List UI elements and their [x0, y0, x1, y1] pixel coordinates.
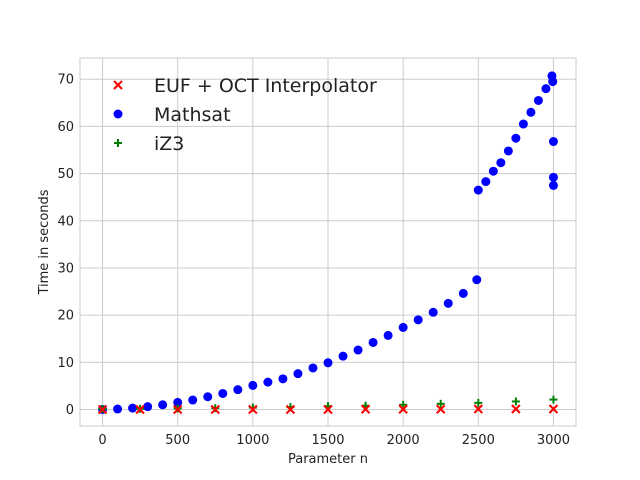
x-tick-label: 1500 [311, 433, 344, 448]
data-point [443, 298, 453, 308]
data-point [473, 404, 484, 414]
data-point [263, 377, 273, 387]
tick-labels: 0 500 1000 1500 2000 2500 3000 0 10 20 30 40 50 60 70 [57, 73, 570, 448]
data-point [173, 397, 183, 407]
data-point [308, 363, 318, 373]
data-point [338, 351, 348, 361]
data-point [474, 398, 483, 407]
data-point [210, 404, 220, 415]
x-axis-label: Parameter n [288, 452, 368, 467]
y-tick-label: 60 [57, 120, 74, 135]
data-point [533, 95, 543, 105]
data-point [458, 288, 468, 298]
data-point [398, 322, 408, 332]
data-point [248, 404, 258, 415]
legend-marker [113, 80, 123, 90]
y-axis-label: Time in seconds [37, 189, 52, 295]
y-tick-label: 20 [57, 309, 74, 324]
x-tick-label: 500 [165, 433, 190, 448]
data-point [293, 369, 303, 379]
x-tick-label: 2500 [462, 433, 495, 448]
data-point [285, 404, 296, 415]
data-point [323, 358, 333, 368]
data-point [496, 158, 506, 168]
data-point [511, 404, 521, 414]
data-point [278, 374, 288, 384]
data-point [511, 133, 521, 143]
data-point [398, 404, 408, 414]
data-point [233, 385, 243, 395]
data-point [473, 185, 483, 195]
data-point [158, 400, 168, 410]
data-point [488, 166, 498, 176]
data-point [472, 275, 482, 285]
x-tick-label: 3000 [537, 433, 570, 448]
data-point [399, 400, 408, 409]
legend-marker [114, 139, 122, 147]
x-tick-label: 1000 [236, 433, 269, 448]
y-tick-label: 10 [57, 356, 74, 371]
data-point [526, 107, 536, 117]
data-point [97, 404, 108, 415]
x-tick-label: 0 [98, 433, 106, 448]
data-series [97, 71, 559, 415]
y-tick-label: 30 [57, 261, 74, 276]
data-point [548, 172, 558, 182]
data-point [428, 307, 438, 317]
legend-label: iZ3 [154, 133, 184, 155]
y-tick-label: 0 [66, 403, 74, 418]
data-point [436, 399, 445, 408]
data-point [541, 84, 551, 94]
data-point [548, 180, 558, 190]
x-tick-label: 2000 [387, 433, 420, 448]
data-point [413, 315, 423, 325]
data-point [128, 403, 138, 413]
data-point [503, 146, 513, 156]
legend-marker [113, 109, 123, 119]
legend-label: EUF + OCT Interpolator [154, 75, 377, 97]
data-point [113, 404, 123, 414]
data-point [436, 404, 446, 414]
y-tick-label: 40 [57, 214, 74, 229]
data-point [368, 337, 378, 347]
data-point [248, 380, 258, 390]
data-point [360, 404, 371, 414]
plot-frame [79, 57, 577, 427]
legend: EUF + OCT Interpolator Mathsat iZ3 [113, 75, 377, 155]
data-point [143, 402, 153, 412]
data-point [203, 392, 213, 402]
data-point [218, 388, 228, 398]
series-1 [98, 71, 558, 414]
y-tick-label: 70 [57, 73, 74, 88]
data-point [548, 77, 558, 87]
data-point [353, 345, 363, 355]
data-point [518, 119, 528, 129]
data-point [135, 404, 145, 415]
legend-label: Mathsat [154, 104, 231, 126]
series-0 [97, 404, 559, 415]
data-point [172, 404, 183, 415]
data-point [548, 137, 558, 147]
y-tick-label: 50 [57, 167, 74, 182]
data-point [549, 395, 558, 404]
data-point [511, 397, 520, 406]
data-point [188, 395, 198, 405]
data-point [548, 404, 559, 414]
data-point [481, 177, 491, 187]
data-point [383, 330, 393, 340]
series-2 [98, 395, 558, 414]
data-point [323, 404, 333, 415]
